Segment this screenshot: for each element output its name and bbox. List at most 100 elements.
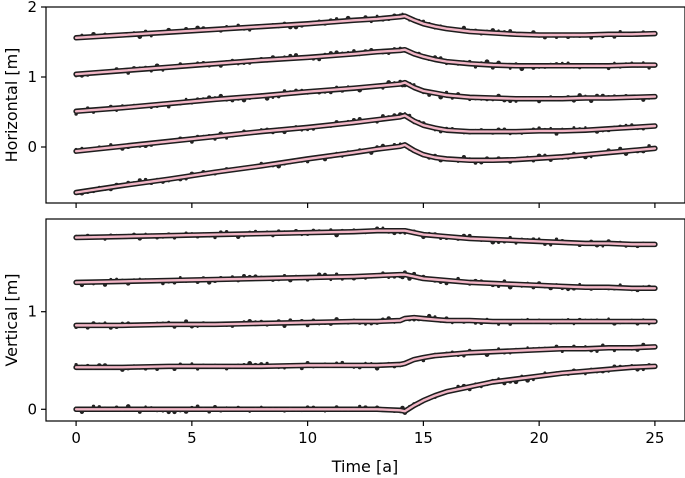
obs-point	[224, 367, 229, 371]
obs-point	[184, 231, 188, 235]
obs-point	[438, 56, 443, 60]
obs-point	[79, 409, 85, 415]
obs-point	[537, 237, 541, 240]
obs-point	[450, 96, 454, 100]
obs-point	[230, 275, 234, 279]
obs-point	[595, 349, 599, 353]
obs-point	[607, 317, 610, 320]
obs-point	[401, 12, 404, 16]
obs-point	[225, 136, 229, 140]
obs-point	[364, 323, 367, 326]
obs-point	[641, 127, 645, 131]
obs-point	[282, 89, 287, 93]
obs-point	[444, 281, 449, 286]
obs-point	[531, 378, 535, 382]
obs-point	[190, 362, 194, 365]
obs-point	[398, 13, 402, 17]
obs-point	[329, 90, 333, 95]
obs-point	[271, 96, 275, 99]
obs-point	[497, 29, 500, 32]
obs-point	[531, 285, 536, 290]
fit-horizontal-3	[74, 114, 657, 153]
series-vertical	[73, 226, 658, 415]
obs-point	[461, 154, 467, 160]
obs-point	[178, 62, 183, 66]
obs-point	[520, 132, 524, 135]
obs-point	[412, 83, 416, 87]
obs-point	[172, 324, 177, 329]
obs-point	[259, 405, 263, 409]
obs-point	[357, 117, 362, 122]
obs-point	[335, 361, 339, 365]
obs-point	[102, 282, 108, 287]
obs-point	[184, 319, 189, 324]
obs-point	[276, 229, 281, 233]
obs-point	[374, 366, 380, 371]
obs-point	[276, 163, 282, 169]
obs-point	[138, 277, 142, 281]
obs-point	[143, 177, 148, 182]
obs-point	[137, 410, 142, 414]
obs-point	[115, 277, 119, 281]
obs-point	[560, 61, 564, 65]
obs-point	[334, 232, 339, 238]
obs-point	[329, 278, 333, 282]
obs-point	[407, 276, 412, 281]
obs-point	[549, 243, 553, 247]
obs-point	[317, 57, 322, 62]
obs-point	[572, 322, 576, 326]
obs-point	[184, 97, 188, 101]
obs-point	[213, 96, 217, 99]
obs-point	[213, 137, 217, 141]
obs-point	[126, 71, 131, 75]
obs-point	[375, 14, 379, 18]
panel-horizontal: 0 1 2 Horizontal [m]	[2, 0, 685, 208]
obs-point	[300, 233, 304, 237]
obs-point	[305, 323, 310, 328]
obs-point	[623, 151, 629, 156]
obs-point	[270, 55, 275, 60]
obs-point	[386, 316, 391, 321]
obs-point	[265, 361, 269, 365]
obs-point	[79, 282, 85, 288]
obs-point	[502, 127, 507, 132]
obs-point	[403, 231, 407, 235]
obs-point	[282, 323, 287, 328]
obs-point	[306, 128, 310, 132]
obs-point	[584, 372, 587, 376]
obs-point	[572, 126, 576, 130]
xtick-label-4: 20	[530, 429, 549, 447]
panel-vertical: 01 0 5 10 15 20 25 Vertical [m] Time [a]	[2, 218, 685, 476]
ylabel-vertical: Vertical [m]	[2, 273, 21, 366]
obs-point	[340, 360, 345, 365]
obs-point	[403, 112, 407, 115]
obs-point	[502, 381, 507, 386]
ytick-labels-vertical: 01	[27, 303, 37, 419]
obs-point	[288, 318, 293, 323]
obs-point	[461, 25, 467, 31]
obs-point	[612, 34, 617, 39]
obs-point	[647, 322, 651, 326]
fit-horizontal-2	[74, 81, 657, 113]
obs-point	[566, 286, 571, 292]
obs-point	[589, 35, 594, 40]
obs-point	[514, 99, 518, 103]
obs-point	[497, 322, 501, 326]
obs-point	[334, 317, 339, 322]
obs-point	[421, 358, 426, 363]
obs-point	[91, 31, 96, 37]
obs-point	[172, 366, 177, 372]
obs-point	[346, 85, 350, 88]
obs-point	[560, 350, 564, 354]
obs-point	[143, 29, 148, 34]
obs-point	[97, 405, 102, 409]
obs-point	[178, 362, 182, 366]
ytick-label-horizontal-2: 2	[27, 0, 37, 16]
obs-point	[630, 61, 634, 65]
obs-point	[462, 354, 466, 358]
fit-horizontal-0	[74, 14, 657, 39]
obs-point	[456, 160, 460, 163]
obs-point	[80, 146, 84, 150]
obs-point	[322, 157, 328, 162]
